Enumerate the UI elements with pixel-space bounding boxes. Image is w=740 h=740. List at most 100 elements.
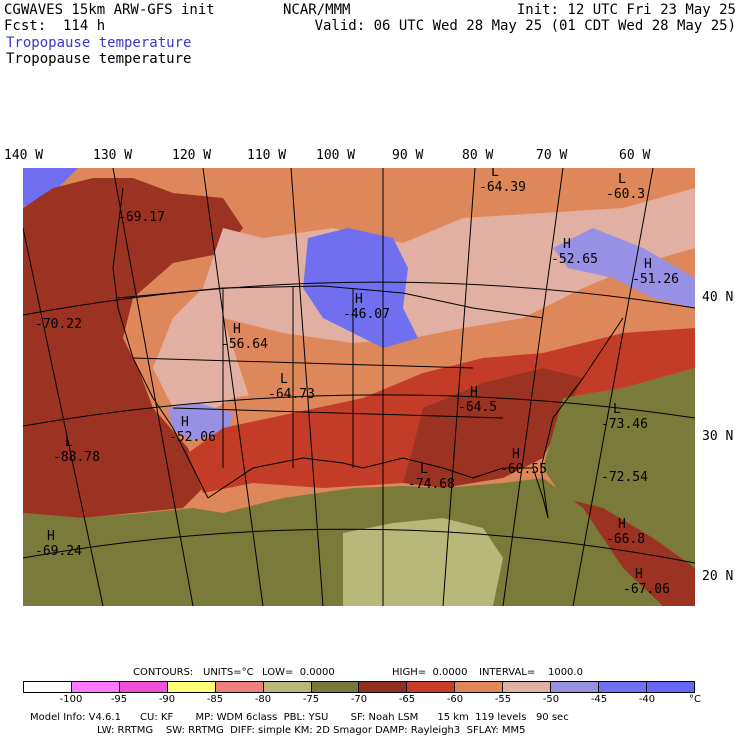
center-letter: L [491,168,499,180]
center-letter: H [563,237,571,252]
center-value: -64.73 [268,387,315,402]
center-value: -60.55 [500,462,547,477]
colorbar-tick: -55 [494,694,512,705]
meridian-60w [572,168,654,606]
longitude-label: 120 W [172,148,212,163]
longitude-label: 140 W [4,148,44,163]
center-value: -56.64 [221,337,268,352]
center-value: -52.06 [169,430,216,445]
region-darkred-west [23,178,243,518]
center-letter: H [181,415,189,430]
state-line-e [172,407,504,419]
region-darkred-caribbean [563,498,695,606]
tropopause-temperature-map: L-64.39L-60.3-69.17H-52.65 H-51.26-70.22H… [23,168,695,606]
parallel-40n [23,281,695,316]
colorbar-tick: -90 [158,694,176,705]
center-letter: H [635,567,643,582]
pressure-labels: L-64.39L-60.3-69.17H-52.65 H-51.26-70.22H… [35,168,679,597]
field-title-black: Tropopause temperature [6,51,192,67]
colorbar-swatch [551,682,600,692]
longitude-label: 100 W [316,148,356,163]
contours-label: CONTOURS: [133,667,194,678]
colorbar-tick: -65 [398,694,416,705]
region-blue-northeast [553,228,695,308]
center-value: -72.54 [601,470,648,485]
contours-interval: INTERVAL= 1000.0 [479,667,583,678]
contours-low: LOW= 0.0000 [262,667,335,678]
colorbar-tick: -100 [59,694,83,705]
colorbar-tick: -75 [302,694,320,705]
center-value: -88.78 [53,450,100,465]
region-darkred-southeast [403,368,583,488]
colorbar-swatch [167,682,216,692]
center-letter: H [233,322,241,337]
region-blue-west [168,403,233,440]
center-value: -69.17 [118,210,165,225]
colorbar-tick: -95 [110,694,128,705]
center-letter: H [618,517,626,532]
center-value: -73.46 [601,417,648,432]
meridian-130w [23,227,104,606]
colorbar-swatch [24,682,72,692]
colorbar [23,681,695,693]
center-value: -67.06 [623,582,670,597]
contours-high: HIGH= 0.0000 [392,667,468,678]
longitude-label: 90 W [392,148,424,163]
longitude-label: 130 W [93,148,133,163]
parallel-30n [23,394,695,427]
region-blue-central [303,228,418,348]
colorbar-swatch [646,682,694,692]
colorbar-tick: -70 [350,694,368,705]
center-value: -51.26 [632,272,679,287]
center-name: NCAR/MMM [283,2,351,18]
parallel-20n [23,528,695,564]
model-info-line1: Model Info: V4.6.1 CU: KF MP: WDM 6class… [30,712,569,723]
center-letter: L [618,172,626,187]
latitude-label: 30 N [702,429,734,444]
colorbar-tick: -85 [206,694,224,705]
contours-units: UNITS=°C [203,667,254,678]
colorbar-swatch [119,682,168,692]
center-value: -69.24 [35,544,82,559]
center-value: -66.8 [606,532,645,547]
colorbar-tick: -60 [446,694,464,705]
model-info-line2: LW: RRTMG SW: RRTMG DIFF: simple KM: 2D … [97,725,526,736]
forecast-hour: Fcst: 114 h [4,18,106,34]
center-letter: L [65,435,73,450]
colorbar-unit: °C [689,694,701,705]
field-title-blue: Tropopause temperature [6,35,192,51]
meridian-100w [290,168,324,606]
colorbar-swatch [503,682,552,692]
meridian-80w [442,168,476,606]
colorbar-tick: -40 [638,694,656,705]
center-value: -64.5 [458,400,497,415]
longitude-label: 80 W [462,148,494,163]
latitude-label: 40 N [702,290,734,305]
colorbar-tick: -45 [590,694,608,705]
meridian-110w [202,168,264,606]
center-value: -46.07 [343,307,390,322]
colorbar-swatch [311,682,360,692]
center-letter: L [280,372,288,387]
center-value: -52.65 [551,252,598,267]
longitude-label: 110 W [247,148,287,163]
longitude-label: 60 W [619,148,651,163]
longitude-label: 70 W [536,148,568,163]
center-letter: H [470,385,478,400]
colorbar-swatch [599,682,647,692]
init-time: Init: 12 UTC Fri 23 May 25 [516,2,736,18]
east-coast [532,317,624,519]
us-canada-border [117,285,544,319]
center-value: -74.68 [408,477,455,492]
center-letter: L [420,462,428,477]
colorbar-swatch [215,682,264,692]
center-value: -64.39 [479,180,526,195]
valid-time: Valid: 06 UTC Wed 28 May 25 (01 CDT Wed … [314,18,736,34]
colorbar-swatch [407,682,456,692]
colorbar-swatch [359,682,408,692]
model-title: CGWAVES 15km ARW-GFS init [4,2,215,18]
center-value: -70.22 [35,317,82,332]
colorbar-tick: -80 [254,694,272,705]
boundaries [112,187,624,519]
us-mexico-gulf [207,457,533,499]
